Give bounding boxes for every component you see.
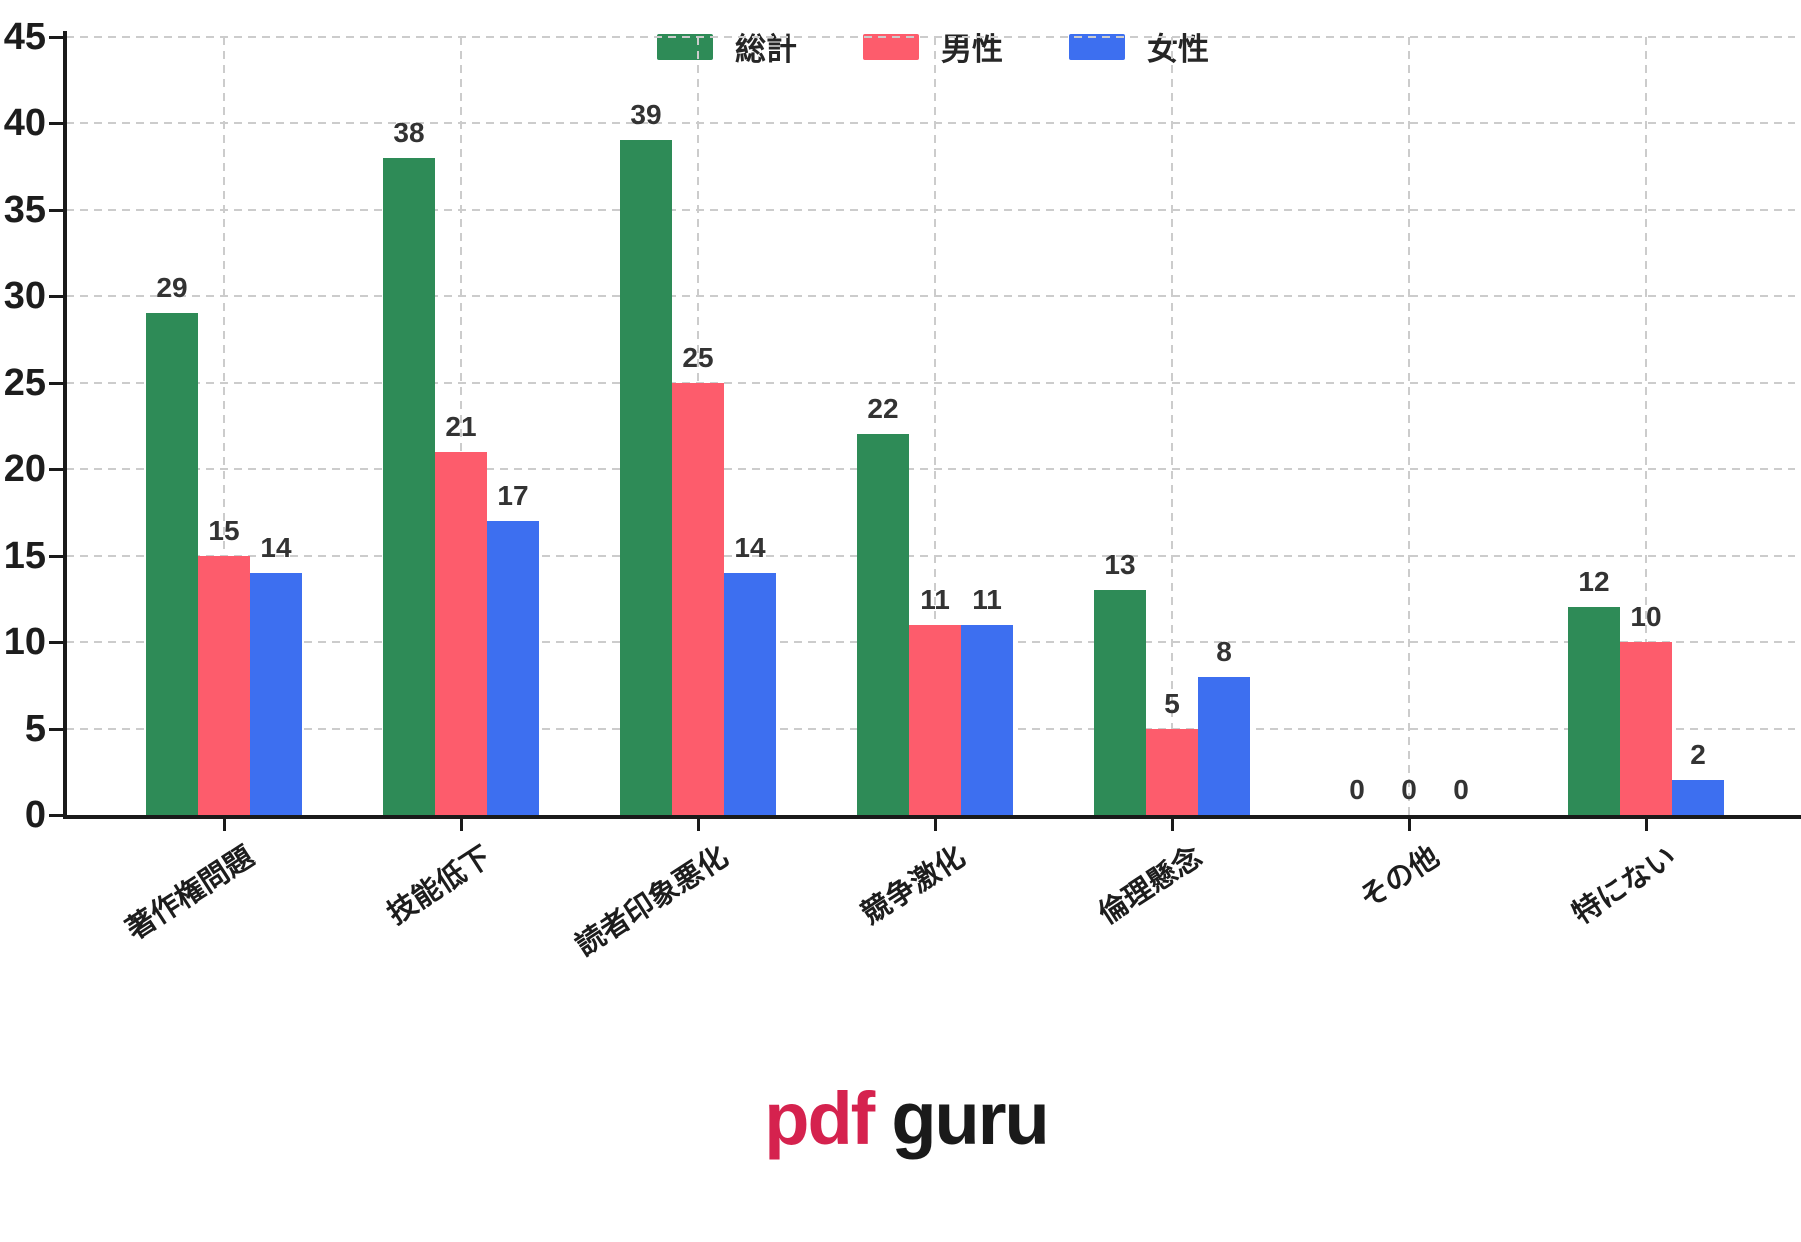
bar-総計-倫理懸念 — [1094, 590, 1146, 815]
legend-item-male: 男性 — [863, 24, 1003, 69]
y-tick — [49, 208, 63, 212]
value-label: 29 — [156, 272, 188, 304]
y-tick-label: 0 — [24, 794, 46, 836]
gridline-horizontal — [66, 554, 1795, 557]
y-tick — [49, 641, 63, 644]
gridline-vertical — [460, 36, 462, 815]
y-tick — [49, 727, 63, 731]
x-tick — [697, 819, 700, 831]
legend-swatch-female — [1069, 33, 1125, 60]
gridline-horizontal — [66, 208, 1795, 211]
x-tick — [1171, 819, 1174, 831]
legend-item-female: 女性 — [1069, 24, 1209, 69]
value-label: 39 — [630, 99, 662, 131]
legend-label-male: 男性 — [941, 32, 1003, 67]
value-label: 17 — [497, 479, 529, 511]
bar-女性-技能低下 — [487, 520, 539, 815]
legend-item-total: 総計 — [657, 24, 797, 69]
gridline-horizontal — [66, 35, 1795, 38]
y-tick — [49, 814, 63, 817]
y-tick-label: 15 — [3, 534, 46, 577]
value-label: 13 — [1104, 549, 1136, 581]
bar-男性-読者印象悪化 — [672, 382, 724, 815]
y-tick — [49, 381, 63, 385]
gridline-vertical — [934, 36, 936, 815]
legend-swatch-male — [863, 33, 919, 60]
bar-男性-競争激化 — [909, 624, 961, 815]
gridline-horizontal — [66, 295, 1795, 297]
value-label: 0 — [1401, 774, 1417, 805]
y-tick — [49, 554, 63, 558]
x-tick — [1408, 819, 1411, 831]
gridline-horizontal — [66, 468, 1795, 470]
value-label: 2 — [1690, 739, 1706, 771]
x-tick — [1645, 819, 1648, 831]
pdf-guru-logo: pdf guru — [764, 1076, 1049, 1161]
y-tick-label: 30 — [3, 275, 46, 317]
y-tick — [49, 35, 63, 39]
legend-label-female: 女性 — [1147, 32, 1209, 67]
bar-男性-特にない — [1620, 642, 1672, 815]
bar-女性-特にない — [1672, 780, 1724, 815]
bar-男性-著作権問題 — [198, 555, 250, 815]
bar-総計-著作権問題 — [146, 313, 198, 815]
y-tick-label: 35 — [3, 188, 46, 231]
gridline-vertical — [223, 36, 225, 815]
legend: 総計 男性 女性 — [657, 24, 1209, 69]
value-label: 21 — [445, 410, 477, 442]
bar-女性-競争激化 — [961, 624, 1013, 815]
y-tick-label: 40 — [3, 102, 46, 144]
y-tick-label: 20 — [3, 448, 46, 490]
bar-女性-倫理懸念 — [1198, 676, 1250, 815]
value-label: 0 — [1453, 774, 1469, 805]
value-label: 8 — [1216, 635, 1232, 667]
value-label: 25 — [682, 341, 714, 373]
y-tick — [49, 468, 63, 471]
legend-swatch-total — [657, 33, 713, 60]
y-tick-label: 25 — [3, 361, 46, 404]
gridline-horizontal — [66, 381, 1795, 384]
logo-text-guru: guru — [891, 1077, 1049, 1160]
y-axis-spine — [63, 30, 67, 819]
value-label: 10 — [1630, 601, 1662, 632]
value-label: 14 — [260, 531, 292, 563]
value-label: 11 — [972, 583, 1002, 615]
y-tick-label: 10 — [3, 621, 46, 663]
gridline-vertical — [1408, 36, 1410, 815]
gridline-horizontal — [66, 122, 1795, 124]
gridline-vertical — [1645, 36, 1647, 815]
x-axis-spine — [63, 815, 1801, 819]
bar-総計-競争激化 — [857, 434, 909, 815]
y-tick-label: 45 — [3, 15, 46, 58]
value-label: 14 — [734, 531, 766, 563]
gridline-vertical — [1171, 36, 1173, 815]
value-label: 22 — [867, 393, 899, 425]
y-tick-label: 5 — [24, 707, 46, 750]
bar-女性-読者印象悪化 — [724, 572, 776, 815]
value-label: 15 — [208, 514, 240, 546]
legend-label-total: 総計 — [735, 32, 797, 67]
y-tick — [49, 122, 63, 125]
bar-総計-技能低下 — [383, 157, 435, 815]
x-tick — [223, 819, 226, 831]
value-label: 11 — [920, 583, 950, 615]
value-label: 5 — [1164, 687, 1180, 719]
bar-総計-読者印象悪化 — [620, 140, 672, 815]
bar-総計-特にない — [1568, 607, 1620, 815]
bar-男性-倫理懸念 — [1146, 728, 1198, 815]
value-label: 12 — [1578, 566, 1610, 598]
value-label: 0 — [1349, 774, 1365, 805]
bar-女性-著作権問題 — [250, 572, 302, 815]
bar-男性-技能低下 — [435, 451, 487, 815]
logo-text-pdf: pdf — [764, 1077, 875, 1160]
y-tick — [49, 295, 63, 298]
value-label: 38 — [393, 116, 425, 148]
x-tick — [460, 819, 463, 831]
x-tick — [934, 819, 937, 831]
